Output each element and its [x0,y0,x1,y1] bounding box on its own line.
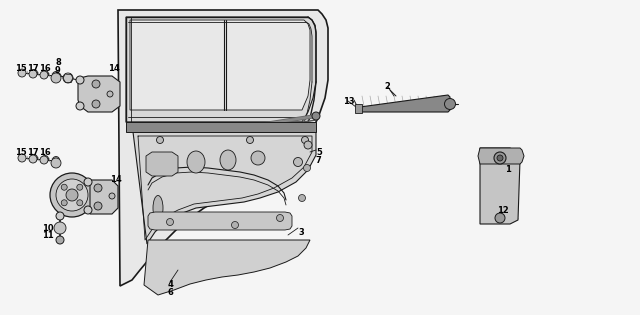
Circle shape [94,202,102,210]
Circle shape [56,236,64,244]
Circle shape [29,70,37,78]
Circle shape [54,222,66,234]
Text: 6: 6 [168,288,174,297]
Circle shape [494,152,506,164]
Circle shape [52,72,60,78]
Circle shape [94,184,102,192]
Ellipse shape [220,150,236,170]
Polygon shape [478,148,524,164]
Polygon shape [144,240,310,295]
Text: 1: 1 [505,165,511,174]
Text: 10: 10 [42,224,54,233]
Text: 16: 16 [39,148,51,157]
Polygon shape [358,95,450,112]
Circle shape [495,213,505,223]
Polygon shape [78,76,120,112]
Text: 8: 8 [55,58,61,67]
Circle shape [312,112,320,120]
Text: 15: 15 [15,148,27,157]
Circle shape [76,102,84,110]
Circle shape [50,173,94,217]
Circle shape [66,189,78,201]
Text: 14: 14 [108,64,120,73]
Text: 3: 3 [298,228,304,237]
Circle shape [55,73,61,79]
Text: 13: 13 [343,97,355,106]
Circle shape [56,212,64,220]
Text: 17: 17 [27,148,38,157]
Polygon shape [130,20,310,110]
Circle shape [31,70,38,77]
Circle shape [42,156,49,163]
Circle shape [109,193,115,199]
Circle shape [497,155,503,161]
Text: 17: 17 [27,64,38,73]
Circle shape [301,136,308,144]
Polygon shape [90,180,118,214]
Circle shape [40,71,48,79]
Polygon shape [126,17,316,122]
Text: 7: 7 [316,156,322,165]
Text: 5: 5 [316,148,322,157]
Polygon shape [133,132,316,244]
Circle shape [51,73,61,83]
Circle shape [246,136,253,144]
Text: 14: 14 [110,175,122,184]
Circle shape [18,154,26,162]
Circle shape [40,156,48,164]
Circle shape [303,164,310,171]
Circle shape [84,206,92,214]
Circle shape [77,200,83,206]
Text: 4: 4 [168,280,174,289]
Circle shape [42,71,49,77]
Circle shape [304,141,312,149]
Text: 9: 9 [55,66,61,75]
Polygon shape [118,10,328,286]
Circle shape [61,184,67,190]
Text: 16: 16 [39,64,51,73]
Text: 2: 2 [384,82,390,91]
Circle shape [107,91,113,97]
Circle shape [56,179,88,211]
Ellipse shape [187,151,205,173]
Circle shape [63,73,73,83]
Circle shape [157,136,163,144]
Polygon shape [126,122,316,132]
Polygon shape [355,104,362,113]
Circle shape [166,219,173,226]
Circle shape [276,215,284,221]
Ellipse shape [153,196,163,220]
Circle shape [251,151,265,165]
Text: 11: 11 [42,231,54,240]
Circle shape [29,155,37,163]
Circle shape [294,158,303,167]
Circle shape [298,194,305,202]
Circle shape [61,200,67,206]
Circle shape [76,76,84,84]
Circle shape [92,100,100,108]
Circle shape [232,221,239,228]
Text: 12: 12 [497,206,509,215]
Circle shape [51,158,61,168]
Polygon shape [148,212,292,230]
Circle shape [52,157,60,163]
Polygon shape [480,148,520,224]
Polygon shape [146,152,178,176]
Circle shape [18,69,26,77]
Circle shape [31,154,38,162]
Text: 15: 15 [15,64,27,73]
Circle shape [445,99,456,110]
Circle shape [92,80,100,88]
Circle shape [77,184,83,190]
Circle shape [84,178,92,186]
